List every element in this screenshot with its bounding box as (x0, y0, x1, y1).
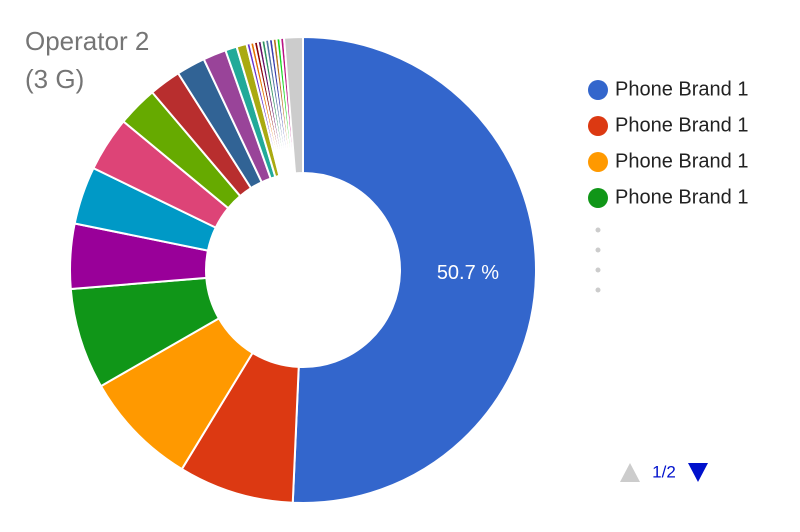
chart-title: Operator 2 (3 G) (25, 26, 150, 94)
legend-more-dot (595, 227, 601, 233)
legend-marker (588, 80, 608, 100)
legend-more-dot (595, 267, 601, 273)
legend-more-dot (595, 287, 601, 293)
legend-marker (588, 116, 608, 136)
legend-more-dot (595, 247, 601, 253)
legend-label: Phone Brand 1 (615, 186, 748, 208)
slice-label: 50.7 % (437, 262, 499, 284)
pie-slice (291, 35, 537, 504)
legend-next-page[interactable] (688, 463, 708, 482)
legend-label: Phone Brand 1 (615, 150, 748, 172)
legend-prev-page[interactable] (620, 463, 640, 482)
legend-label: Phone Brand 1 (615, 114, 748, 136)
legend-page-label: 1/2 (652, 462, 676, 481)
legend-label: Phone Brand 1 (615, 78, 748, 100)
legend-marker (588, 152, 608, 172)
legend-marker (588, 188, 608, 208)
pie-slice (282, 35, 304, 175)
